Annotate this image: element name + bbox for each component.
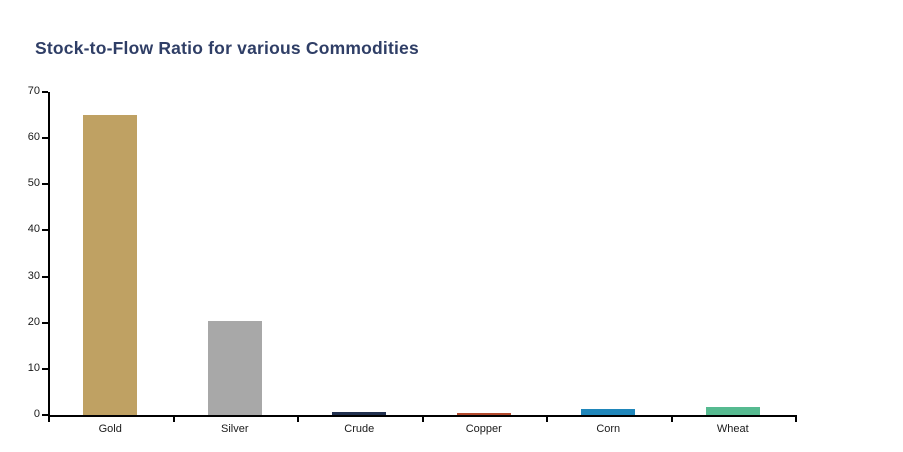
chart-title: Stock-to-Flow Ratio for various Commodit… [35,38,419,58]
category-label-wheat: Wheat [716,423,749,435]
x-axis-tick [546,415,548,422]
bar-silver [207,321,262,415]
bar-gold [83,115,138,415]
x-axis-tick [172,415,175,422]
y-axis-tick [42,321,48,324]
y-tick-label: 20 [27,315,40,328]
bar-wheat [705,406,760,415]
category-label-corn: Corn [596,423,621,435]
y-tick-label: 60 [27,131,40,144]
category-label-silver: Silver [220,423,249,435]
x-axis-tick [795,415,797,422]
category-label-copper: Copper [465,423,502,435]
y-axis-tick [42,91,48,93]
y-tick-label: 10 [27,361,40,374]
y-tick-label: 0 [33,408,40,420]
x-axis-tick [670,415,673,422]
y-axis-tick [42,229,48,232]
y-axis-tick [42,137,48,140]
y-axis-tick [42,183,48,186]
y-tick-label: 30 [27,269,40,282]
plot-area [48,92,797,417]
y-axis-tick [42,275,48,278]
y-tick-label: 50 [27,177,40,190]
category-label-crude: Crude [344,423,375,435]
x-axis-tick [48,415,50,422]
bar-copper [456,413,511,415]
bar-crude [332,411,387,415]
bar-corn [581,408,636,415]
y-axis-tick [42,367,48,370]
y-tick-label: 40 [27,223,40,236]
x-axis-tick [421,415,424,422]
category-label-gold: Gold [98,423,122,435]
y-axis-tick [42,414,48,416]
y-tick-label: 70 [27,85,40,97]
x-axis-tick [297,415,299,422]
